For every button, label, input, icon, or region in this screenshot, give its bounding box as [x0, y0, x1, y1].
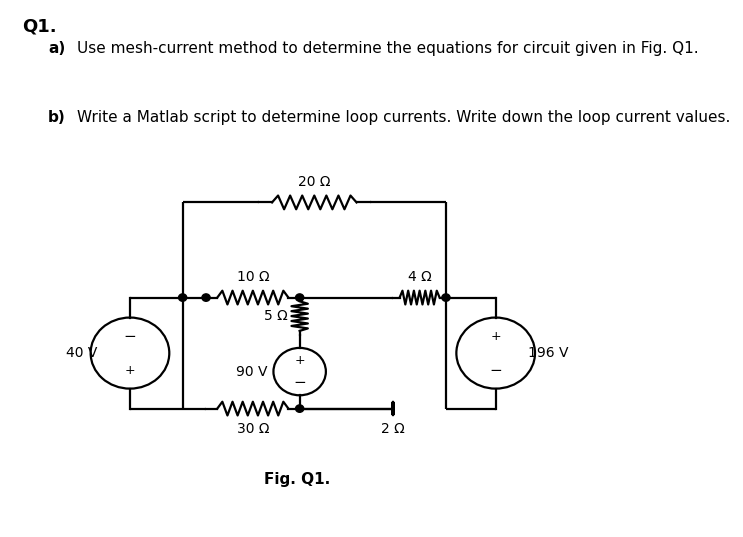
- Text: +: +: [125, 364, 135, 376]
- Text: 5 Ω: 5 Ω: [265, 309, 288, 323]
- Circle shape: [296, 294, 304, 301]
- Text: Q1.: Q1.: [22, 17, 56, 35]
- Text: 196 V: 196 V: [528, 346, 568, 360]
- Text: +: +: [294, 354, 305, 367]
- Text: b): b): [48, 110, 66, 125]
- Text: 4 Ω: 4 Ω: [408, 271, 432, 285]
- Text: 30 Ω: 30 Ω: [236, 422, 269, 436]
- Text: 20 Ω: 20 Ω: [298, 175, 331, 190]
- Text: −: −: [293, 375, 306, 390]
- Text: −: −: [490, 362, 502, 378]
- Text: Use mesh-current method to determine the equations for circuit given in Fig. Q1.: Use mesh-current method to determine the…: [77, 41, 699, 56]
- Text: 10 Ω: 10 Ω: [236, 271, 269, 285]
- Text: 90 V: 90 V: [236, 365, 267, 379]
- Circle shape: [442, 294, 450, 301]
- Text: −: −: [123, 329, 137, 344]
- Text: Fig. Q1.: Fig. Q1.: [264, 472, 330, 487]
- Text: Write a Matlab script to determine loop currents. Write down the loop current va: Write a Matlab script to determine loop …: [77, 110, 730, 125]
- Circle shape: [296, 405, 304, 412]
- Text: +: +: [490, 330, 501, 343]
- Text: a): a): [48, 41, 65, 56]
- Text: 2 Ω: 2 Ω: [381, 422, 405, 436]
- Circle shape: [202, 294, 210, 301]
- Text: 40 V: 40 V: [66, 346, 98, 360]
- Circle shape: [178, 294, 186, 301]
